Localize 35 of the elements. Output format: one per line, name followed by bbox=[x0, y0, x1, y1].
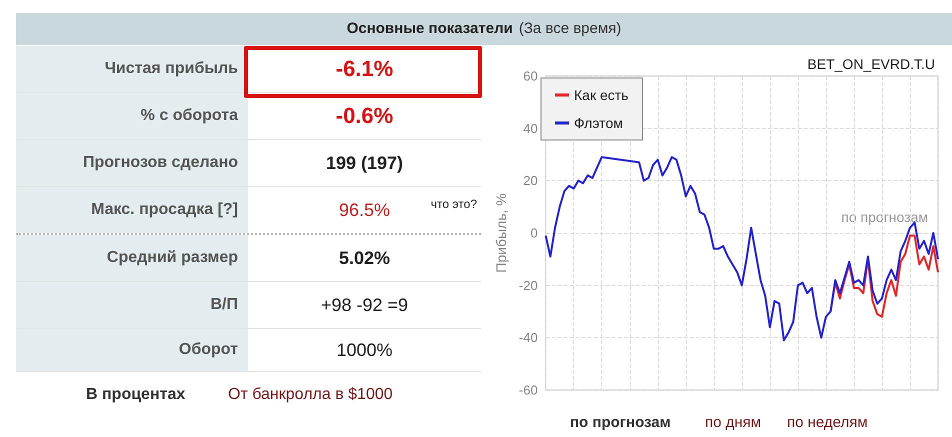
text: по прогнозам bbox=[570, 414, 671, 431]
text: От банкролла в $1000 bbox=[228, 386, 393, 404]
text: 96.5% bbox=[338, 200, 390, 220]
text: 5.02% bbox=[338, 248, 390, 268]
category-label: Средний размер bbox=[16, 235, 248, 281]
category-label: % с оборота bbox=[16, 93, 248, 139]
text: 1000% bbox=[336, 340, 393, 360]
category-label: В/П bbox=[16, 282, 248, 328]
text: (За все время) bbox=[518, 20, 622, 37]
y-tick-label: 40 bbox=[523, 120, 538, 136]
y-tick-label: -40 bbox=[518, 330, 538, 346]
text: -6.1% bbox=[336, 56, 394, 81]
text: +98 -92 =9 bbox=[320, 295, 408, 315]
text: по дням bbox=[705, 414, 762, 431]
text: что это? bbox=[430, 196, 477, 213]
y-tick-label: 0 bbox=[530, 226, 538, 240]
category-label: Макс. просадка [?] bbox=[16, 187, 248, 233]
text: Основные показатели bbox=[346, 20, 513, 37]
category-label: Прогнозов сделано bbox=[16, 140, 248, 186]
y-tick-label: 20 bbox=[523, 173, 538, 188]
chart-title: BET_ON_EVRD.T.U bbox=[807, 56, 936, 72]
y-tick-label: -20 bbox=[518, 278, 538, 293]
category-label: Чистая прибыль bbox=[16, 46, 248, 92]
y-axis-title: Прибыль, % bbox=[493, 193, 509, 273]
text: В процентах bbox=[86, 386, 186, 404]
text: -0.6% bbox=[336, 103, 394, 128]
text: 199 (197) bbox=[326, 153, 404, 173]
line-series bbox=[830, 234, 939, 318]
y-tick-label: -60 bbox=[518, 382, 538, 398]
legend-label: Флэтом bbox=[574, 115, 623, 131]
line-series bbox=[544, 156, 939, 342]
text: по неделям bbox=[787, 414, 868, 431]
y-tick-label: 60 bbox=[523, 68, 538, 84]
category-label: Оборот bbox=[16, 329, 248, 371]
legend-label: Как есть bbox=[574, 87, 628, 103]
